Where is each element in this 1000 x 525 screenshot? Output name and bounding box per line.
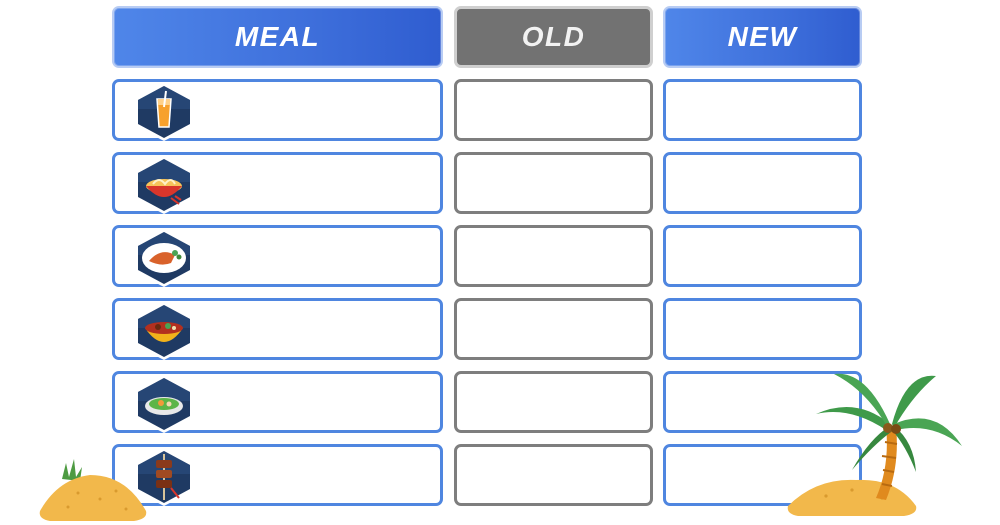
meal-cell[interactable] [112, 225, 443, 287]
noodle-soup-icon [131, 154, 197, 216]
stew-bowl-icon [131, 300, 197, 362]
sand-pile-left-decoration [39, 459, 147, 521]
old-cell[interactable] [454, 444, 653, 506]
old-column-header: OLD [454, 6, 653, 68]
meal-cell[interactable] [112, 298, 443, 360]
old-cell[interactable] [454, 152, 653, 214]
grilled-fish-plate-icon [131, 227, 197, 289]
new-column-header: NEW [663, 6, 862, 68]
meal-header-label: MEAL [234, 21, 321, 52]
old-header-label: OLD [521, 21, 586, 52]
new-cell[interactable] [663, 79, 862, 141]
old-cell[interactable] [454, 79, 653, 141]
salad-bowl-icon [131, 373, 197, 435]
palm-tree-island-decoration [787, 373, 962, 516]
new-cell[interactable] [663, 225, 862, 287]
meal-cell[interactable] [112, 79, 443, 141]
old-cell[interactable] [454, 298, 653, 360]
old-cell[interactable] [454, 371, 653, 433]
new-cell[interactable] [663, 298, 862, 360]
new-cell[interactable] [663, 444, 862, 506]
orange-juice-icon [131, 81, 197, 143]
new-cell[interactable] [663, 152, 862, 214]
meal-cell[interactable] [112, 444, 443, 506]
skewer-kebab-icon [131, 446, 197, 508]
meal-cell[interactable] [112, 371, 443, 433]
new-header-label: NEW [727, 21, 798, 52]
meal-column-header: MEAL [112, 6, 443, 68]
new-cell[interactable] [663, 371, 862, 433]
meal-cell[interactable] [112, 152, 443, 214]
old-cell[interactable] [454, 225, 653, 287]
